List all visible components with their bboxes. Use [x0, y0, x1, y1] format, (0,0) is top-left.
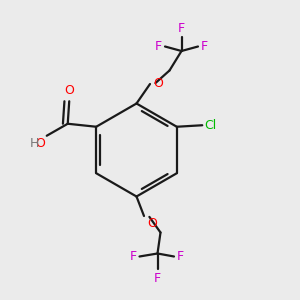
Text: Cl: Cl: [205, 119, 217, 132]
Text: O: O: [148, 217, 158, 230]
Text: F: F: [155, 40, 162, 53]
Text: F: F: [201, 40, 208, 53]
Text: O: O: [154, 76, 164, 90]
Text: F: F: [154, 272, 161, 284]
Text: O: O: [35, 137, 45, 150]
Text: F: F: [177, 250, 184, 263]
Text: O: O: [64, 84, 74, 97]
Text: F: F: [129, 250, 137, 263]
Text: F: F: [178, 22, 185, 35]
Text: H: H: [30, 137, 39, 150]
